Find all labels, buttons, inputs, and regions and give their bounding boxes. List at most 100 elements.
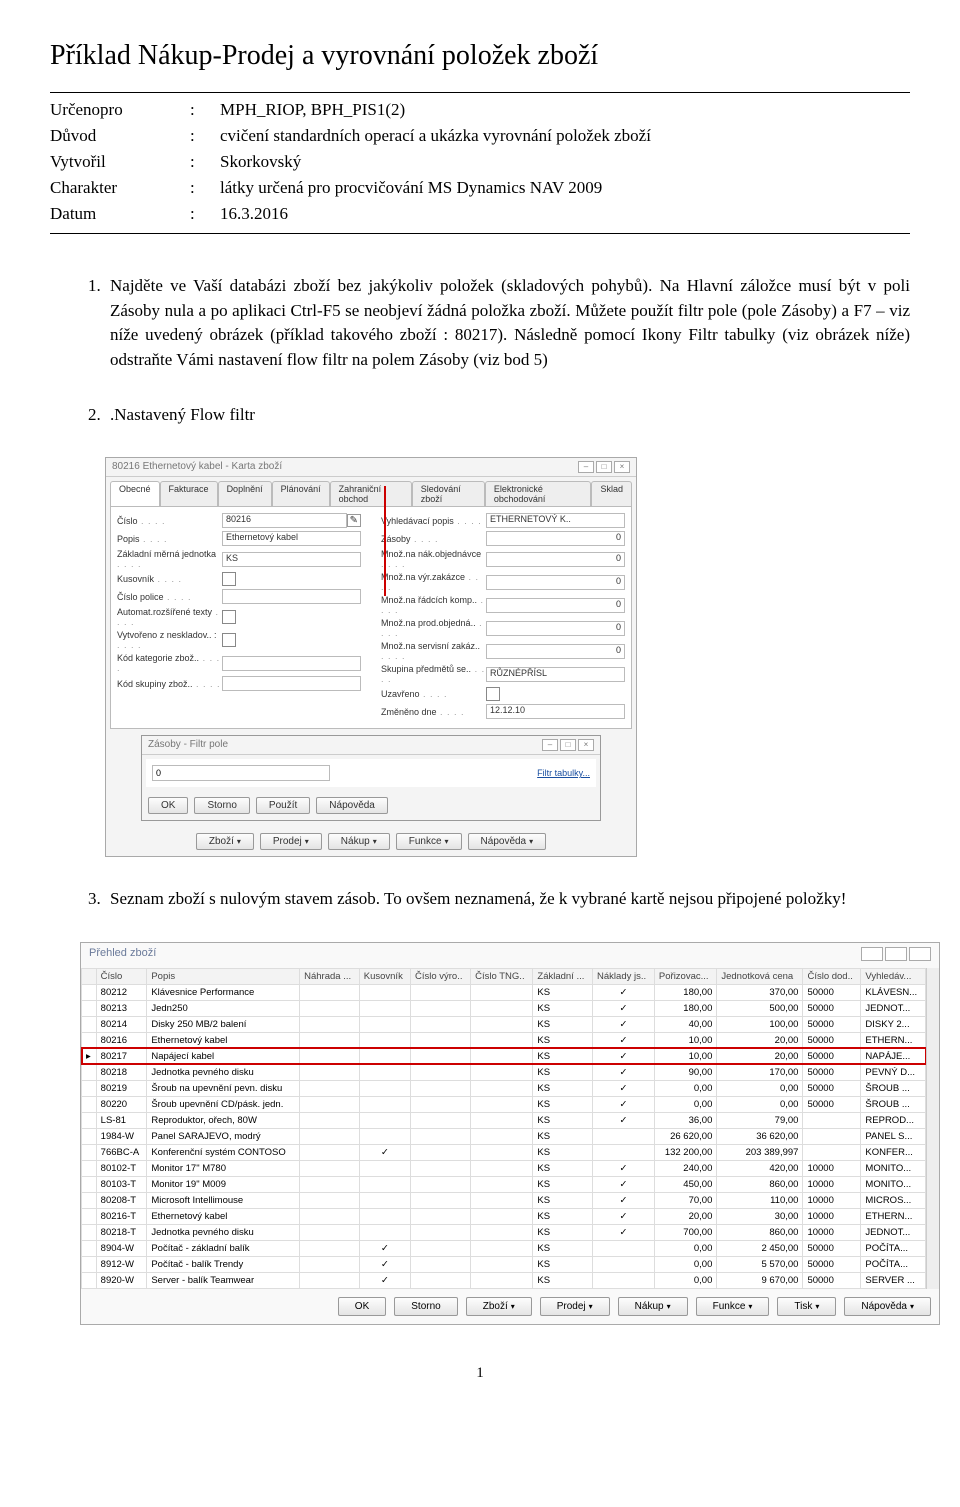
button[interactable]: Nákup▾	[328, 833, 390, 850]
column-header[interactable]: Popis	[147, 968, 300, 984]
button[interactable]: Nákup▾	[618, 1297, 688, 1316]
button[interactable]: OK	[148, 797, 188, 814]
button[interactable]: Nápověda▾	[844, 1297, 931, 1316]
button[interactable]: Storno	[194, 797, 249, 814]
button[interactable]: Zboží▾	[466, 1297, 532, 1316]
button[interactable]: Zboží▾	[196, 833, 254, 850]
column-header[interactable]	[82, 968, 97, 984]
table-row[interactable]: 80220Šroub upevnění CD/pásk. jedn.KS✓0,0…	[82, 1096, 926, 1112]
column-header[interactable]: Základní ...	[533, 968, 593, 984]
field-input[interactable]: 0	[486, 575, 625, 590]
column-header[interactable]: Číslo dod..	[803, 968, 861, 984]
field-input[interactable]: 0	[486, 552, 625, 567]
cell: KS	[533, 1144, 593, 1160]
field-input[interactable]: KS	[222, 552, 361, 567]
scrollbar[interactable]	[926, 968, 939, 1289]
table-row[interactable]: 80102-TMonitor 17" M780KS✓240,00420,0010…	[82, 1160, 926, 1176]
button[interactable]: Nápověda▾	[468, 833, 547, 850]
column-header[interactable]: Jednotková cena	[717, 968, 803, 984]
button[interactable]: Tisk▾	[777, 1297, 836, 1316]
table-row[interactable]: 80216Ethernetový kabelKS✓10,0020,0050000…	[82, 1032, 926, 1048]
cell: REPROD...	[861, 1112, 926, 1128]
window-controls[interactable]	[859, 947, 931, 964]
button[interactable]: Funkce▾	[696, 1297, 770, 1316]
field-input[interactable]: 0	[486, 531, 625, 546]
checkbox[interactable]	[222, 633, 236, 647]
window-title: Přehled zboží	[89, 947, 156, 964]
checkbox[interactable]	[222, 610, 236, 624]
cell: 132 200,00	[654, 1144, 716, 1160]
cell: ✓	[593, 1176, 655, 1192]
table-row[interactable]: 8912-WPočítač - balík Trendy✓KS0,005 570…	[82, 1256, 926, 1272]
tab[interactable]: Plánování	[272, 481, 330, 506]
cell: ŠROUB ...	[861, 1080, 926, 1096]
checkbox[interactable]	[486, 687, 500, 701]
field-input[interactable]: 12.12.10	[486, 704, 625, 719]
table-row[interactable]: 8904-WPočítač - základní balík✓KS0,002 4…	[82, 1240, 926, 1256]
cell: 2 450,00	[717, 1240, 803, 1256]
table-row[interactable]: 80103-TMonitor 19" M009KS✓450,00860,0010…	[82, 1176, 926, 1192]
table-row[interactable]: 80212Klávesnice PerformanceKS✓180,00370,…	[82, 984, 926, 1000]
window-controls[interactable]: –□×	[576, 461, 630, 473]
column-header[interactable]: Kusovník	[359, 968, 410, 984]
tab[interactable]: Zahraniční obchod	[330, 481, 412, 506]
item-grid[interactable]: ČísloPopisNáhrada ...KusovníkČíslo výro.…	[81, 968, 926, 1289]
column-header[interactable]: Náhrada ...	[300, 968, 360, 984]
cell: 370,00	[717, 984, 803, 1000]
cell	[359, 1080, 410, 1096]
table-row[interactable]: 80214Disky 250 MB/2 baleníKS✓40,00100,00…	[82, 1016, 926, 1032]
cell	[410, 1240, 470, 1256]
field-row: Množ.na prod.objedná.. . . . .0	[381, 618, 625, 638]
cell: KS	[533, 984, 593, 1000]
edit-icon[interactable]: ✎	[347, 514, 361, 527]
table-row[interactable]: 80218-TJednotka pevného diskuKS✓700,0086…	[82, 1224, 926, 1240]
button[interactable]: Prodej▾	[260, 833, 322, 850]
field-input[interactable]: Ethernetový kabel	[222, 531, 361, 546]
column-header[interactable]: Číslo výro..	[410, 968, 470, 984]
field-input[interactable]: 0	[486, 644, 625, 659]
tab[interactable]: Obecné	[110, 481, 160, 506]
table-row[interactable]: 80219Šroub na upevnění pevn. diskuKS✓0,0…	[82, 1080, 926, 1096]
tab[interactable]: Doplnění	[218, 481, 272, 506]
field-input[interactable]: 80216	[222, 513, 347, 528]
table-row[interactable]: 766BC-AKonferenční systém CONTOSO✓KS132 …	[82, 1144, 926, 1160]
tab[interactable]: Sledování zboží	[412, 481, 485, 506]
table-row[interactable]: 8920-WServer - balík Teamwear✓KS0,009 67…	[82, 1272, 926, 1288]
field-input[interactable]: ETHERNETOVÝ K..	[486, 513, 625, 528]
tab[interactable]: Fakturace	[160, 481, 218, 506]
field-input[interactable]: 0	[486, 621, 625, 636]
window-controls[interactable]: –□×	[540, 739, 594, 751]
table-row[interactable]: LS-81Reproduktor, ořech, 80WKS✓36,0079,0…	[82, 1112, 926, 1128]
filter-input[interactable]	[152, 765, 330, 781]
cell	[410, 1032, 470, 1048]
column-header[interactable]: Číslo	[96, 968, 147, 984]
field-input[interactable]: RŮZNÉPŘÍSL	[486, 667, 625, 682]
field-input[interactable]	[222, 656, 361, 671]
button[interactable]: Funkce▾	[396, 833, 462, 850]
table-row[interactable]: 1984-WPanel SARAJEVO, modrýKS26 620,0036…	[82, 1128, 926, 1144]
checkbox[interactable]	[222, 572, 236, 586]
table-row[interactable]: ▸80217Napájecí kabelKS✓10,0020,0050000NA…	[82, 1048, 926, 1064]
button[interactable]: Prodej▾	[540, 1297, 610, 1316]
column-header[interactable]: Vyhledáv...	[861, 968, 926, 984]
button[interactable]: Nápověda	[316, 797, 388, 814]
tab[interactable]: Elektronické obchodování	[485, 481, 592, 506]
field-input[interactable]	[222, 589, 361, 604]
button[interactable]: Použít	[256, 797, 310, 814]
button[interactable]: Storno	[394, 1297, 457, 1316]
table-row[interactable]: 80216-TEthernetový kabelKS✓20,0030,00100…	[82, 1208, 926, 1224]
cell: ✓	[593, 1032, 655, 1048]
field-input[interactable]: 0	[486, 598, 625, 613]
table-row[interactable]: 80208-TMicrosoft IntellimouseKS✓70,00110…	[82, 1192, 926, 1208]
column-header[interactable]: Pořizovac...	[654, 968, 716, 984]
button[interactable]: OK	[338, 1297, 386, 1316]
table-filter-link[interactable]: Filtr tabulky...	[537, 768, 590, 778]
field-row: Množ.na výr.zakázce . . . .0	[381, 572, 625, 592]
field-input[interactable]	[222, 676, 361, 691]
table-row[interactable]: 80213Jedn250KS✓180,00500,0050000JEDNOT..…	[82, 1000, 926, 1016]
column-header[interactable]: Číslo TNG..	[471, 968, 533, 984]
field-row: Kód skupiny zbož.. . . . .	[117, 676, 361, 691]
tab[interactable]: Sklad	[591, 481, 632, 506]
column-header[interactable]: Náklady js..	[593, 968, 655, 984]
table-row[interactable]: 80218Jednotka pevného diskuKS✓90,00170,0…	[82, 1064, 926, 1080]
